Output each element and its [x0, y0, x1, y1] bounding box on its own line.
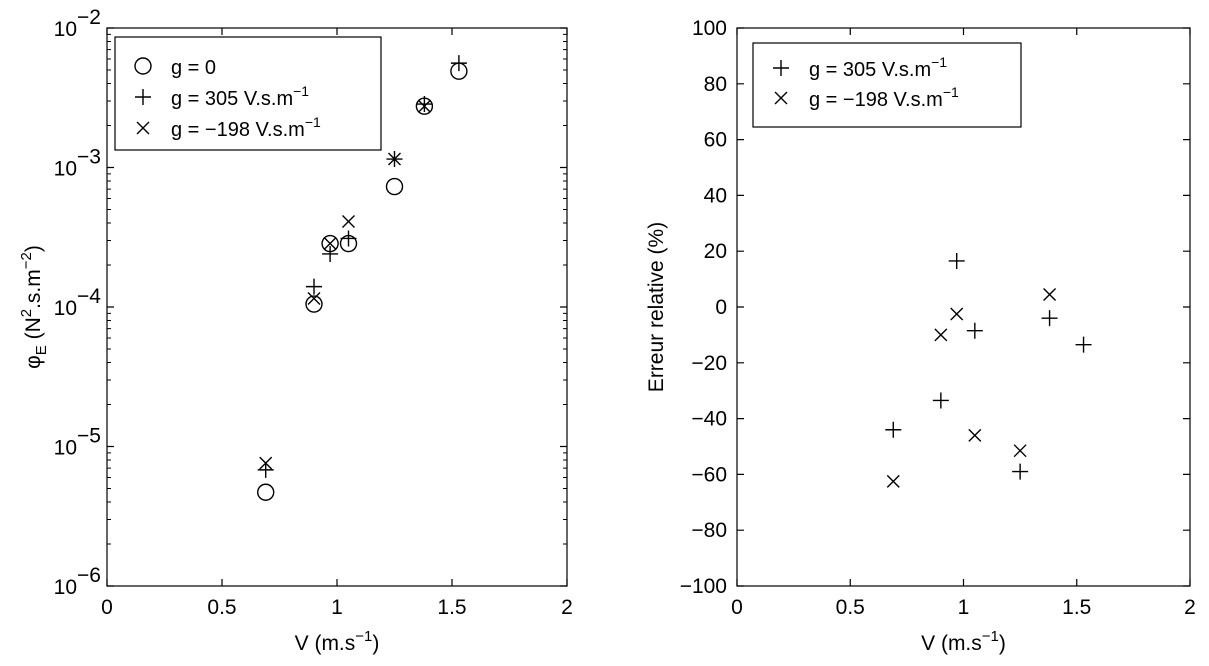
- x-tick-label: 1: [958, 596, 970, 619]
- legend-entry: g = 305 V.s.m−1: [171, 83, 309, 110]
- data-point-x: [1013, 444, 1027, 458]
- legend-marker-circle: [134, 57, 152, 75]
- series-circle: [257, 62, 468, 501]
- y-tick-label: 80: [704, 73, 727, 96]
- legend-box: [114, 36, 382, 151]
- y-tick-label: −60: [691, 463, 727, 486]
- data-point-plus: [966, 322, 983, 339]
- legend-entry: g = 305 V.s.m−1: [809, 54, 947, 81]
- data-point-x: [968, 428, 982, 442]
- x-tick-label: 0: [101, 596, 113, 619]
- data-point-x: [1043, 287, 1057, 301]
- y-tick-label: 100: [692, 17, 727, 40]
- y-tick-label: 40: [704, 184, 727, 207]
- data-point-x: [342, 215, 355, 229]
- data-point-x: [388, 152, 401, 166]
- y-tick-label: 10: [54, 297, 77, 320]
- y-tick-label: 10: [54, 158, 77, 181]
- x-tick-label: 2: [1184, 596, 1196, 619]
- chart-relative-error-vs-v: 0 0.5 1 1.5 2 −100 −80 −60 −40 −20 0 20 40 60 80 100 V (…: [645, 17, 1196, 655]
- data-point-plus: [416, 96, 433, 113]
- data-point-plus: [450, 55, 467, 72]
- y-tick-label: 10: [54, 18, 77, 41]
- y-tick-label: −40: [691, 408, 727, 431]
- y-tick-exponent: −4: [77, 285, 101, 308]
- data-point-circle: [305, 295, 323, 313]
- y-axis-label: φE (N2.s.m−2): [18, 245, 50, 369]
- x-tick-label: 1.5: [437, 596, 466, 619]
- legend-marker-x: [136, 121, 150, 135]
- x-tick-label: 1.5: [1062, 596, 1091, 619]
- data-point-plus: [1041, 310, 1058, 327]
- series-x: [259, 99, 431, 470]
- y-tick-label: 10: [54, 576, 77, 599]
- data-point-x: [323, 237, 337, 251]
- x-tick-label: 1: [331, 596, 343, 619]
- y-tick-label: −80: [691, 519, 727, 542]
- x-tick-label: 0.5: [836, 596, 865, 619]
- y-tick-exponent: −3: [77, 146, 101, 169]
- y-tick-label: 0: [715, 296, 727, 319]
- data-point-plus: [322, 245, 339, 262]
- y-tick-label: 10: [54, 437, 77, 460]
- data-point-circle: [385, 177, 404, 196]
- data-point-plus: [340, 230, 357, 247]
- data-point-x: [886, 474, 900, 488]
- y-tick-exponent: −5: [77, 425, 101, 448]
- data-point-x: [259, 456, 273, 470]
- data-point-x: [307, 292, 321, 306]
- legend-entry: g = −198 V.s.m−1: [171, 114, 321, 141]
- y-axis-label: Erreur relative (%): [645, 222, 668, 392]
- chart-phi-e-vs-v: 0 0.5 1 1.5 210−610−510−410−310−2V (m.s−1)φE…: [18, 6, 573, 655]
- data-point-plus: [885, 421, 902, 438]
- y-tick-label: 20: [704, 240, 727, 263]
- y-tick-label: 60: [704, 129, 727, 152]
- legend-entry: g = 0: [171, 57, 216, 79]
- legend-marker-plus: [773, 60, 789, 76]
- data-point-plus: [932, 392, 949, 409]
- y-tick-label: −20: [691, 352, 727, 375]
- series-plus: [885, 252, 1092, 480]
- data-point-x: [950, 307, 964, 321]
- x-tick-label: 2: [561, 596, 573, 619]
- data-point-plus: [948, 252, 965, 269]
- data-point-x: [934, 328, 948, 342]
- y-tick-label: −100: [680, 575, 727, 598]
- series-x: [886, 287, 1057, 488]
- x-axis-label: V (m.s−1): [921, 628, 1006, 655]
- legend-entry: g = −198 V.s.m−1: [809, 84, 959, 111]
- data-point-plus: [1075, 336, 1092, 353]
- legend-box: [752, 42, 1022, 128]
- x-tick-label: 0.5: [207, 596, 236, 619]
- y-tick-exponent: −2: [77, 6, 101, 29]
- data-point-plus: [257, 461, 274, 478]
- y-tick-exponent: −6: [77, 564, 101, 587]
- x-axis-label: V (m.s−1): [295, 628, 380, 655]
- legend-marker-x: [774, 91, 788, 105]
- legend-marker-plus: [135, 89, 151, 105]
- data-point-plus: [306, 278, 322, 295]
- data-point-plus: [1012, 463, 1029, 480]
- data-point-circle: [257, 483, 275, 501]
- x-tick-label: 0: [731, 596, 743, 619]
- data-point-x: [417, 99, 431, 113]
